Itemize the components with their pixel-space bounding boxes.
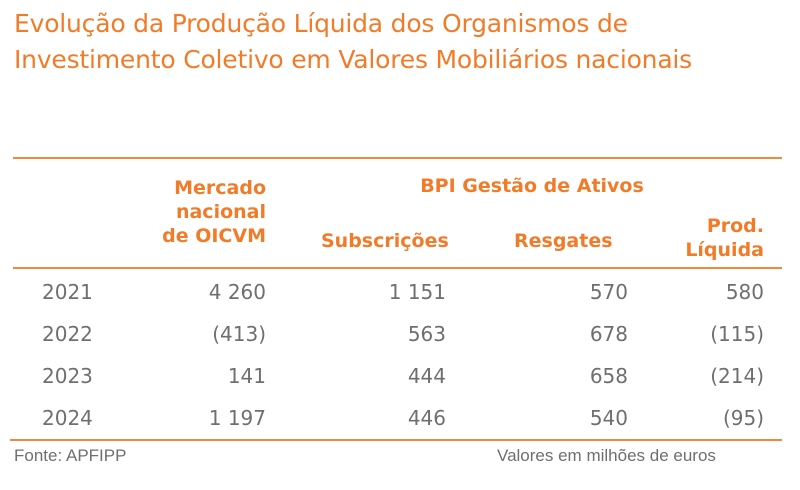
cell-mercado: 1 197 (208, 406, 266, 430)
cell-prod-liquida: (95) (722, 406, 764, 430)
cell-resgates: 678 (589, 322, 628, 346)
cell-prod-liquida: 580 (725, 280, 764, 304)
table-row: 2024 1 197 446 540 (95) (0, 397, 800, 439)
cell-resgates: 570 (589, 280, 628, 304)
source-note: Fonte: APFIPP (14, 446, 127, 465)
bottom-divider (10, 439, 782, 441)
table-row: 2023 141 444 658 (214) (0, 355, 800, 397)
cell-mercado: (413) (212, 322, 266, 346)
header-group-bpi: BPI Gestão de Ativos (420, 175, 644, 197)
cell-year: 2022 (42, 322, 93, 346)
cell-mercado: 4 260 (208, 280, 266, 304)
table-title: Evolução da Produção Líquida dos Organis… (14, 9, 693, 74)
header-mercado-line-2: nacional (175, 201, 266, 223)
cell-year: 2021 (42, 280, 93, 304)
cell-subscricoes: 563 (407, 322, 446, 346)
header-mercado-line-1: Mercado (174, 177, 266, 199)
header-prod-line-2: Líquida (685, 239, 764, 261)
cell-year: 2023 (42, 364, 93, 388)
header-mercado-line-3: de OICVM (162, 225, 266, 247)
header-mercado-nacional: Mercado nacional de OICVM (66, 176, 266, 248)
header-prod-line-1: Prod. (706, 215, 764, 237)
cell-prod-liquida: (115) (710, 322, 764, 346)
header-prod-liquida: Prod. Líquida (614, 214, 764, 262)
header-divider (13, 267, 782, 269)
header-subscricoes: Subscrições (321, 230, 449, 252)
units-note: Valores em milhões de euros (497, 446, 716, 465)
cell-prod-liquida: (214) (710, 364, 764, 388)
cell-resgates: 658 (589, 364, 628, 388)
cell-subscricoes: 1 151 (388, 280, 446, 304)
header-resgates: Resgates (514, 230, 613, 252)
cell-subscricoes: 444 (407, 364, 446, 388)
top-divider (13, 157, 782, 159)
cell-year: 2024 (42, 406, 93, 430)
table-row: 2021 4 260 1 151 570 580 (0, 271, 800, 313)
cell-resgates: 540 (589, 406, 628, 430)
table-row: 2022 (413) 563 678 (115) (0, 313, 800, 355)
cell-subscricoes: 446 (407, 406, 446, 430)
cell-mercado: 141 (227, 364, 266, 388)
